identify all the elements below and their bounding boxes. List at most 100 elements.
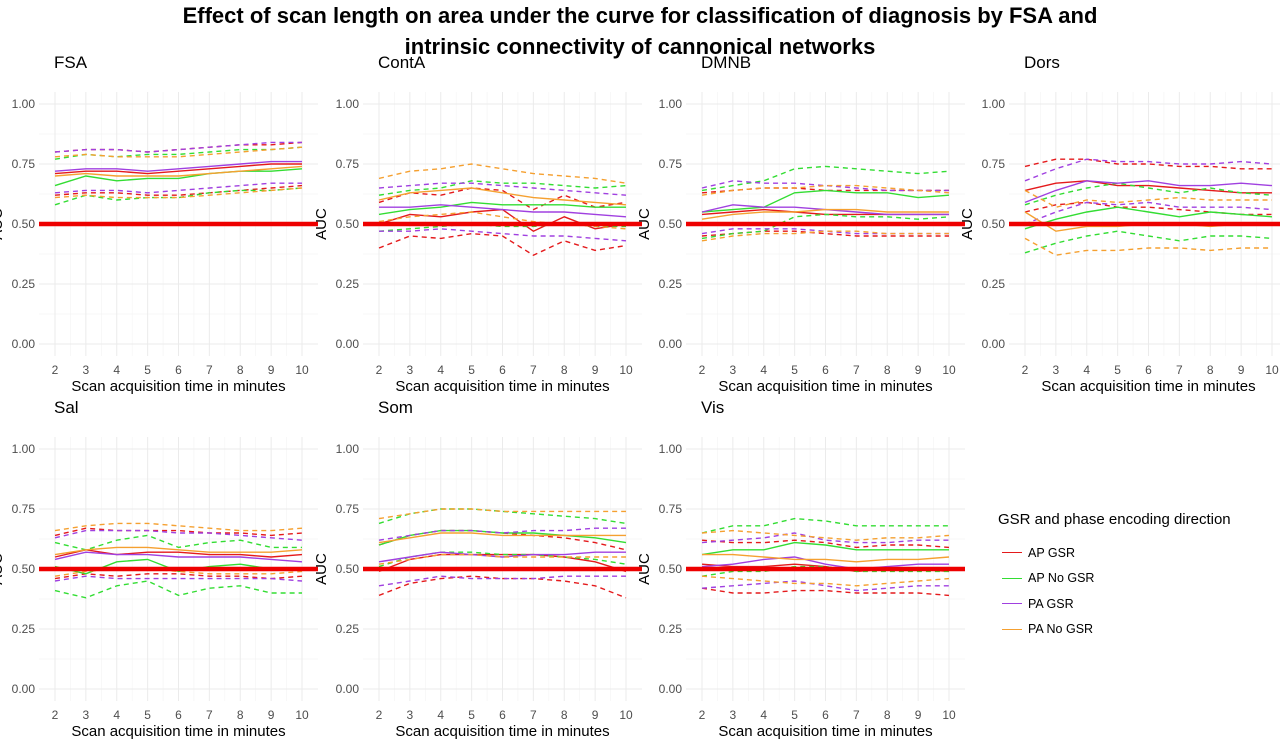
conta-pa-no-gsr-upper-line xyxy=(378,163,627,184)
fsa-x-tick-label: 6 xyxy=(175,363,182,377)
conta-x-tick-label: 10 xyxy=(619,363,633,377)
som-x-tick-label: 6 xyxy=(499,708,506,722)
conta-x-tick-label: 7 xyxy=(530,363,537,377)
dmnb-x-tick-label: 6 xyxy=(822,363,829,377)
fsa-y-axis-title: AUC xyxy=(0,208,6,240)
dmnb-y-tick-label: 0.00 xyxy=(659,337,683,351)
dors-x-tick-label: 3 xyxy=(1053,363,1060,377)
sal-y-tick-label: 0.00 xyxy=(12,682,36,696)
conta-x-tick-label: 9 xyxy=(592,363,599,377)
dors-ap-no-gsr-mean-line xyxy=(1024,206,1273,230)
som-ap-no-gsr-mean-line xyxy=(378,529,627,546)
som-x-axis-title: Scan acquisition time in minutes xyxy=(395,723,609,740)
vis-y-tick-label: 1.00 xyxy=(659,442,683,456)
figure-title: Effect of scan length on area under the … xyxy=(0,0,1280,62)
fsa-x-tick-label: 7 xyxy=(206,363,213,377)
fsa-x-tick-label: 2 xyxy=(52,363,59,377)
conta-ap-gsr-lower-line xyxy=(378,232,627,256)
conta-y-tick-label: 0.00 xyxy=(336,337,360,351)
legend-key-ap-no-gsr xyxy=(1002,577,1022,579)
conta-y-tick-label: 1.00 xyxy=(336,97,360,111)
som-x-tick-label: 2 xyxy=(376,708,383,722)
vis-x-tick-label: 7 xyxy=(853,708,860,722)
legend-key-pa-gsr xyxy=(1002,603,1022,605)
dmnb-x-tick-label: 4 xyxy=(760,363,767,377)
dmnb-x-axis-title: Scan acquisition time in minutes xyxy=(718,378,932,395)
dmnb-x-tick-label: 10 xyxy=(942,363,956,377)
dmnb-x-tick-label: 2 xyxy=(699,363,706,377)
dors-y-tick-label: 1.00 xyxy=(982,97,1006,111)
fsa-x-axis-title: Scan acquisition time in minutes xyxy=(71,378,285,395)
dmnb-pa-gsr-upper-line xyxy=(701,180,949,192)
conta-x-tick-label: 8 xyxy=(561,363,568,377)
som-y-tick-label: 0.50 xyxy=(336,562,360,576)
legend-title: GSR and phase encoding direction xyxy=(998,511,1231,528)
sal-x-tick-label: 8 xyxy=(237,708,244,722)
conta-y-tick-label: 0.50 xyxy=(336,217,360,231)
figure-title-line-2: intrinsic connectivity of cannonical net… xyxy=(404,34,876,59)
sal-x-axis-title: Scan acquisition time in minutes xyxy=(71,723,285,740)
dmnb-pa-no-gsr-mean-line xyxy=(701,208,949,220)
dors-x-tick-label: 6 xyxy=(1145,363,1152,377)
conta-pa-no-gsr-mean-line xyxy=(378,187,627,206)
conta-pa-gsr-mean-line xyxy=(379,204,627,218)
fsa-y-tick-label: 0.50 xyxy=(12,217,36,231)
legend: GSR and phase encoding direction AP GSR … xyxy=(998,511,1231,642)
dors-x-tick-label: 7 xyxy=(1176,363,1183,377)
vis-x-tick-label: 6 xyxy=(822,708,829,722)
sal-x-tick-label: 3 xyxy=(83,708,90,722)
fsa-ap-no-gsr-lower-line xyxy=(54,187,303,206)
sal-y-tick-label: 0.75 xyxy=(12,502,36,516)
vis-panel-label: Vis xyxy=(701,398,724,417)
sal-x-tick-label: 2 xyxy=(52,708,59,722)
dmnb-x-tick-label: 3 xyxy=(730,363,737,377)
som-ap-no-gsr-upper-line xyxy=(378,508,627,525)
fsa-x-tick-label: 10 xyxy=(295,363,309,377)
sal-x-tick-label: 9 xyxy=(268,708,275,722)
dors-pa-gsr-mean-line xyxy=(1024,180,1273,204)
som-x-tick-label: 8 xyxy=(561,708,568,722)
vis-x-tick-label: 8 xyxy=(884,708,891,722)
vis-pa-gsr-upper-line xyxy=(701,532,949,544)
dmnb-x-tick-label: 7 xyxy=(853,363,860,377)
dors-ap-gsr-mean-line xyxy=(1024,180,1272,194)
conta-x-axis-title: Scan acquisition time in minutes xyxy=(395,378,609,395)
sal-x-tick-label: 7 xyxy=(206,708,213,722)
som-x-tick-label: 3 xyxy=(407,708,414,722)
dors-x-tick-label: 4 xyxy=(1083,363,1090,377)
sal-y-tick-label: 0.25 xyxy=(12,622,36,636)
dors-ap-gsr-upper-line xyxy=(1024,158,1272,170)
som-x-tick-label: 10 xyxy=(619,708,633,722)
fsa-x-tick-label: 4 xyxy=(113,363,120,377)
vis-y-axis-title: AUC xyxy=(636,553,653,585)
vis-y-tick-label: 0.25 xyxy=(659,622,683,636)
som-y-tick-label: 1.00 xyxy=(336,442,360,456)
vis-x-tick-label: 9 xyxy=(915,708,922,722)
sal-y-axis-title: AUC xyxy=(0,553,6,585)
som-x-tick-label: 4 xyxy=(437,708,444,722)
vis-ap-no-gsr-mean-line xyxy=(701,541,949,556)
sal-x-tick-label: 10 xyxy=(295,708,309,722)
sal-ap-no-gsr-upper-line xyxy=(54,534,302,551)
fsa-y-tick-label: 0.00 xyxy=(12,337,36,351)
som-y-axis-title: AUC xyxy=(313,553,330,585)
conta-x-tick-label: 2 xyxy=(376,363,383,377)
dors-pa-gsr-upper-line xyxy=(1024,158,1273,182)
conta-x-tick-label: 6 xyxy=(499,363,506,377)
som-ap-gsr-lower-line xyxy=(378,575,627,599)
conta-y-tick-label: 0.25 xyxy=(336,277,360,291)
legend-label-pa-no-gsr: PA No GSR xyxy=(1028,622,1094,637)
fsa-pa-gsr-mean-line xyxy=(54,160,302,172)
legend-key-pa-no-gsr xyxy=(1002,628,1022,630)
fsa-x-tick-label: 9 xyxy=(268,363,275,377)
conta-y-axis-title: AUC xyxy=(313,208,330,240)
legend-item-ap-gsr: AP GSR xyxy=(998,540,1231,566)
fsa-y-tick-label: 1.00 xyxy=(12,97,36,111)
dmnb-y-tick-label: 0.50 xyxy=(659,217,683,231)
dmnb-ap-no-gsr-upper-line xyxy=(701,165,950,192)
dors-pa-gsr-lower-line xyxy=(1024,201,1273,225)
sal-pa-gsr-mean-line xyxy=(54,551,303,563)
conta-panel-label: ContA xyxy=(378,53,426,72)
vis-y-tick-label: 0.75 xyxy=(659,502,683,516)
dors-pa-no-gsr-upper-line xyxy=(1024,189,1272,208)
